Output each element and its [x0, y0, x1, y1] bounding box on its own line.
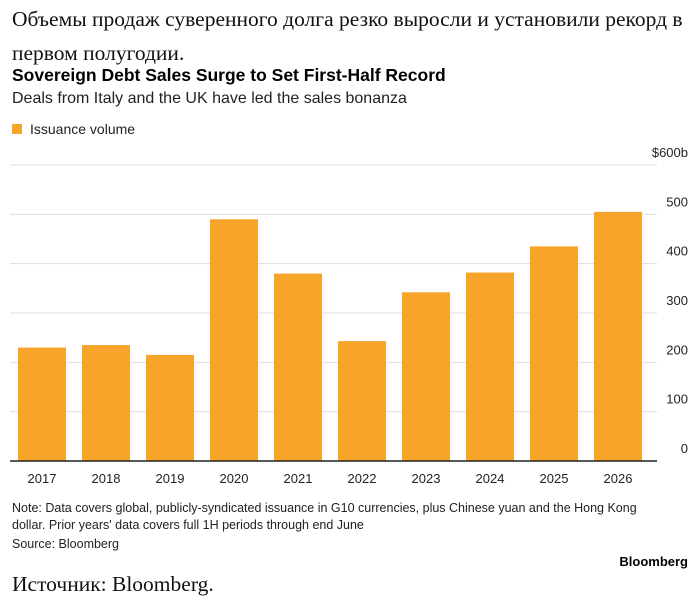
- x-tick-label: 2020: [220, 471, 249, 486]
- russian-heading: Объемы продаж суверенного долга резко вы…: [12, 7, 683, 65]
- legend-label: Issuance volume: [30, 121, 136, 137]
- chart-note: Note: Data covers global, publicly-syndi…: [12, 501, 637, 532]
- chart-source: Source: Bloomberg: [12, 537, 120, 551]
- legend-swatch: [12, 124, 22, 134]
- bar: [530, 246, 578, 461]
- bar: [210, 219, 258, 461]
- y-tick-label: 0: [681, 441, 688, 456]
- y-tick-label: 500: [666, 194, 688, 209]
- bar: [82, 345, 130, 461]
- bar: [402, 292, 450, 461]
- y-tick-label: 200: [666, 342, 688, 357]
- russian-source-caption: Источник: Bloomberg.: [12, 572, 214, 596]
- x-tick-label: 2024: [476, 471, 505, 486]
- bar: [466, 272, 514, 461]
- y-tick-label: 300: [666, 293, 688, 308]
- y-tick-label: 400: [666, 244, 688, 259]
- chart-subtitle: Deals from Italy and the UK have led the…: [12, 90, 407, 107]
- x-tick-label: 2026: [604, 471, 633, 486]
- x-tick-label: 2017: [28, 471, 57, 486]
- bar: [146, 354, 194, 461]
- x-tick-label: 2021: [284, 471, 313, 486]
- x-tick-label: 2019: [156, 471, 185, 486]
- bar: [594, 211, 642, 461]
- bar: [274, 273, 322, 461]
- x-tick-label: 2023: [412, 471, 441, 486]
- y-tick-label: 100: [666, 392, 688, 407]
- x-tick-label: 2022: [348, 471, 377, 486]
- chart-title: Sovereign Debt Sales Surge to Set First-…: [12, 65, 446, 85]
- x-tick-label: 2025: [540, 471, 569, 486]
- bar: [338, 341, 386, 461]
- chart-legend: Issuance volume: [12, 121, 135, 137]
- y-tick-label: $600b: [652, 145, 688, 160]
- x-tick-label: 2018: [92, 471, 121, 486]
- bar: [18, 347, 66, 461]
- bloomberg-logo: Bloomberg: [619, 554, 688, 569]
- bar-chart: 0 100 200 300 400 500 $600b 2017 2018 2019 2020 202…: [10, 145, 688, 486]
